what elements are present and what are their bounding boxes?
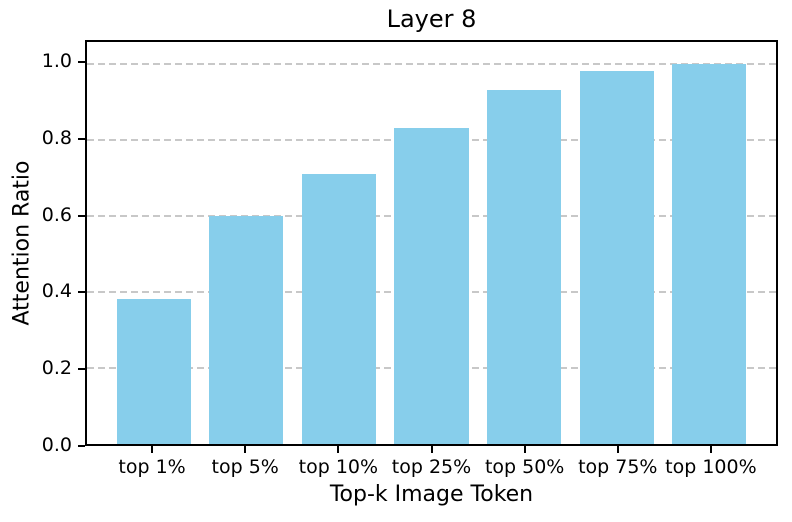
y-tick-mark <box>78 137 85 140</box>
bar-top-25 <box>394 128 469 444</box>
bar-top-10 <box>301 173 376 444</box>
y-tick-label: 0.0 <box>41 434 72 456</box>
bar-top-100 <box>672 63 747 444</box>
y-tick-label: 0.8 <box>41 126 72 149</box>
gridline <box>87 62 776 65</box>
x-tick-mark <box>709 446 712 453</box>
x-tick-mark <box>430 446 433 453</box>
y-tick-label: 1.0 <box>41 49 72 72</box>
x-tick-mark <box>523 446 526 453</box>
bar-top-1 <box>116 299 191 444</box>
x-tick-label: top 50% <box>484 456 565 478</box>
chart-title: Layer 8 <box>386 5 477 33</box>
x-axis: Top-k Image Token top 1% top 5% top 10% top… <box>85 446 778 522</box>
y-tick-mark <box>78 445 85 447</box>
bar-top-75 <box>579 71 654 444</box>
x-tick-label: top 10% <box>298 456 379 478</box>
x-axis-label: Top-k Image Token <box>329 482 534 507</box>
x-tick-label: top 1% <box>118 456 186 478</box>
x-tick-mark <box>337 446 340 453</box>
bar-top-5 <box>209 215 284 444</box>
plot-inner <box>87 42 776 444</box>
y-tick-mark <box>78 60 85 63</box>
y-tick-label: 0.4 <box>41 280 72 303</box>
x-tick-mark <box>616 446 619 453</box>
y-tick-label: 0.6 <box>41 203 72 226</box>
x-tick-mark <box>244 446 247 453</box>
y-tick-label: 0.2 <box>41 357 72 380</box>
x-tick-mark <box>151 446 154 453</box>
y-tick-mark <box>78 291 85 294</box>
y-tick-mark <box>78 368 85 371</box>
x-tick-label: top 100% <box>665 456 757 478</box>
plot-area <box>85 40 778 446</box>
x-tick-label: top 75% <box>578 456 658 478</box>
y-axis: 0.0 0.2 0.4 0.6 0.8 1.0 <box>0 40 85 455</box>
x-tick-label: top 25% <box>391 456 472 478</box>
y-tick-mark <box>78 214 85 217</box>
x-tick-label: top 5% <box>211 456 279 478</box>
bar-top-50 <box>487 90 562 444</box>
